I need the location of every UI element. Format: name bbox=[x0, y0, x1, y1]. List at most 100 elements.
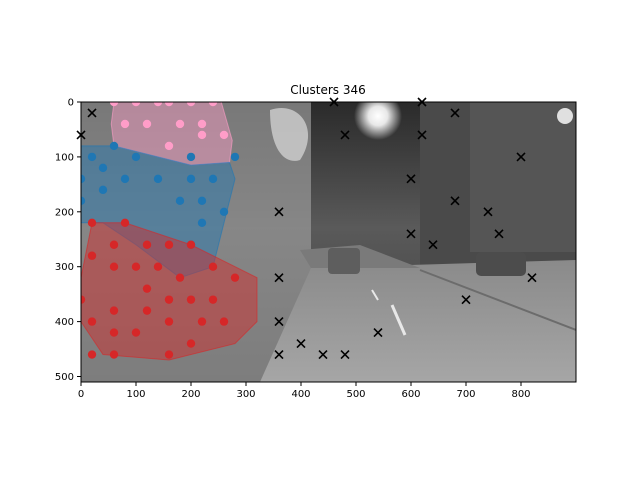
cluster-2-point bbox=[87, 251, 97, 260]
cluster-1-point bbox=[186, 174, 196, 184]
cluster-2-point bbox=[87, 350, 97, 359]
noise-point-marker bbox=[417, 130, 427, 140]
cluster-2-point bbox=[219, 317, 229, 326]
cluster-2-point bbox=[109, 240, 119, 249]
cluster-2-point bbox=[164, 317, 174, 326]
cluster-0-point bbox=[197, 130, 207, 140]
x-tick-label: 300 bbox=[236, 389, 255, 400]
noise-point-marker bbox=[296, 339, 306, 349]
chart-title: Clusters 346 bbox=[290, 83, 366, 97]
cluster-0-point bbox=[153, 102, 163, 107]
noise-point-marker bbox=[340, 349, 350, 360]
noise-point-marker bbox=[527, 273, 537, 283]
cluster-2-point bbox=[142, 306, 152, 315]
cluster-0-point bbox=[208, 102, 218, 107]
cluster-1-point bbox=[219, 207, 229, 217]
cluster-1-point bbox=[87, 152, 97, 162]
y-tick-label: 500 bbox=[55, 372, 74, 383]
cluster-0-point bbox=[142, 119, 152, 129]
noise-point-marker bbox=[450, 196, 460, 206]
cluster-2-point bbox=[153, 262, 163, 271]
cluster-1-point bbox=[208, 174, 218, 184]
cluster-1-point bbox=[175, 196, 185, 206]
cluster-1-point bbox=[230, 152, 240, 162]
cluster-1-point bbox=[98, 163, 108, 173]
cluster-1-point bbox=[153, 174, 163, 184]
cluster-2-point bbox=[109, 328, 119, 337]
noise-point-marker bbox=[461, 295, 471, 305]
background-photo bbox=[81, 102, 576, 382]
noise-point-marker bbox=[450, 108, 460, 118]
y-tick-label: 100 bbox=[55, 152, 74, 163]
noise-point-marker bbox=[318, 349, 328, 360]
noise-point-marker bbox=[274, 207, 284, 217]
x-tick-label: 700 bbox=[456, 389, 475, 400]
y-tick-label: 0 bbox=[68, 98, 74, 109]
cluster-points bbox=[81, 102, 240, 359]
x-tick-label: 800 bbox=[511, 389, 530, 400]
cluster-hulls bbox=[81, 102, 258, 361]
noise-point-marker bbox=[494, 229, 504, 239]
noise-point-marker bbox=[373, 328, 383, 338]
cluster-2-point bbox=[109, 350, 119, 359]
cluster-2-point bbox=[87, 317, 97, 326]
cluster-0-point bbox=[131, 102, 141, 107]
cluster-2-point bbox=[87, 218, 97, 227]
noise-point-marker bbox=[274, 317, 284, 327]
cluster-1-point bbox=[109, 141, 119, 151]
cluster-0-point bbox=[186, 102, 196, 107]
cluster-2-point bbox=[81, 295, 86, 304]
x-tick-label: 600 bbox=[401, 389, 420, 400]
cluster-0-point bbox=[175, 119, 185, 129]
cluster-2-point bbox=[186, 339, 196, 348]
cluster-0-point bbox=[120, 119, 130, 129]
cluster-1-point bbox=[131, 152, 141, 162]
cluster-2-point bbox=[197, 317, 207, 326]
noise-point-marker bbox=[340, 130, 350, 140]
cluster-2-point bbox=[164, 240, 174, 249]
noise-point-marker bbox=[274, 349, 284, 360]
cluster-1-point bbox=[98, 185, 108, 195]
noise-point-marker bbox=[428, 240, 438, 250]
cluster-1-point bbox=[197, 218, 207, 227]
cluster-0-point bbox=[109, 102, 119, 107]
cluster-2-point bbox=[186, 295, 196, 304]
x-tick-label: 400 bbox=[291, 389, 310, 400]
noise-point-marker bbox=[483, 207, 493, 217]
y-tick-label: 400 bbox=[55, 317, 74, 328]
cluster-1-point bbox=[197, 196, 207, 206]
cluster-2-point bbox=[186, 240, 196, 249]
cluster-2-point bbox=[142, 240, 152, 249]
cluster-2-point bbox=[164, 350, 174, 359]
noise-point-marker bbox=[274, 273, 284, 283]
cluster-0-point bbox=[164, 141, 174, 151]
cluster-0-point bbox=[164, 102, 174, 107]
cluster-2-point bbox=[142, 284, 152, 293]
cluster-2-point bbox=[131, 328, 141, 337]
noise-point-marker bbox=[406, 174, 416, 184]
cluster-2-point bbox=[175, 273, 185, 282]
cluster-2-point bbox=[131, 262, 141, 271]
cluster-2-point bbox=[164, 295, 174, 304]
cluster-2-point bbox=[208, 262, 218, 271]
x-axis: 0 100 200 300 400 500 600 700 800 bbox=[78, 382, 531, 400]
noise-point-marker bbox=[87, 108, 97, 118]
noise-point-marker bbox=[406, 229, 416, 239]
x-tick-label: 100 bbox=[126, 389, 145, 400]
cluster-2-hull bbox=[81, 222, 258, 361]
plot-frame bbox=[80, 101, 577, 383]
cluster-0-point bbox=[197, 119, 207, 129]
noise-point-marker bbox=[516, 152, 526, 162]
y-tick-label: 200 bbox=[55, 207, 74, 218]
cluster-1-hull bbox=[81, 145, 236, 279]
cluster-2-point bbox=[109, 262, 119, 271]
cluster-2-point bbox=[109, 306, 119, 315]
cluster-2-point bbox=[208, 295, 218, 304]
x-tick-label: 0 bbox=[78, 389, 84, 400]
cluster-1-point bbox=[186, 152, 196, 162]
cluster-1-point bbox=[120, 174, 130, 184]
x-tick-label: 500 bbox=[346, 389, 365, 400]
cluster-1-point bbox=[81, 196, 86, 206]
y-tick-label: 300 bbox=[55, 262, 74, 273]
